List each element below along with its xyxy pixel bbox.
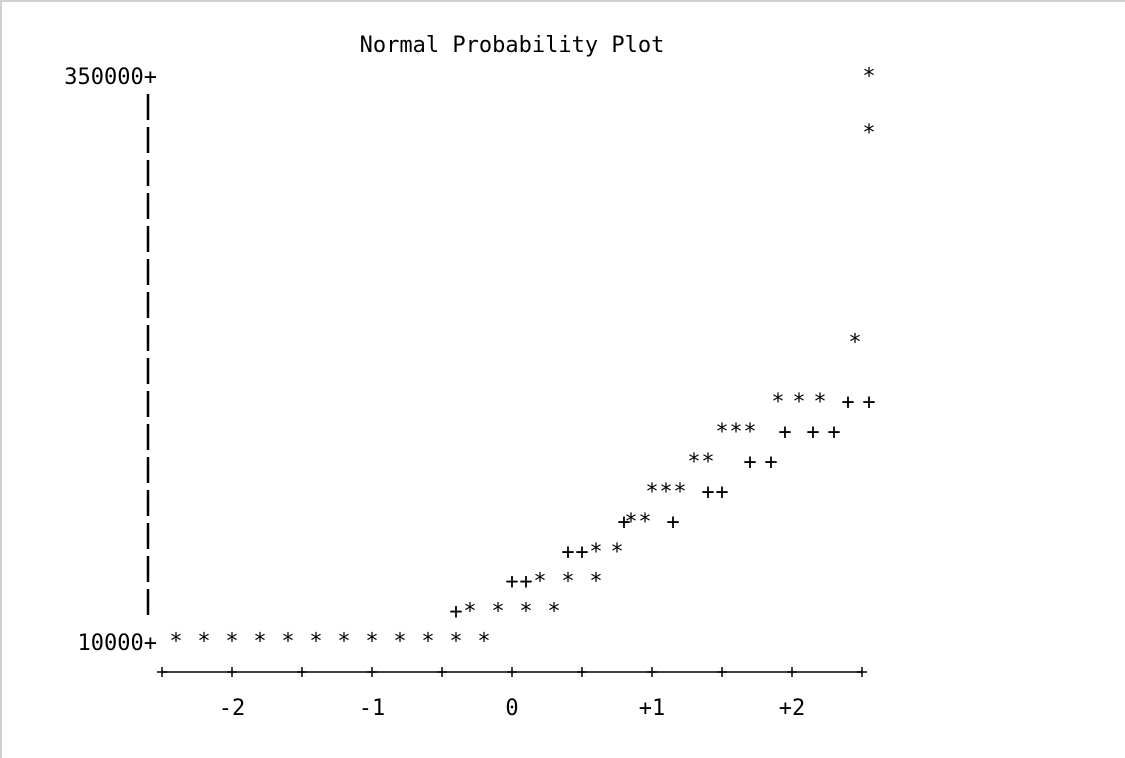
- data-point-star: *: [862, 121, 875, 146]
- data-point-star: *: [365, 630, 378, 655]
- reference-point-plus: +: [778, 420, 791, 445]
- data-point-star: *: [589, 540, 602, 565]
- reference-point-plus: +: [862, 390, 875, 415]
- data-point-star: *: [337, 630, 350, 655]
- reference-point-plus: +: [764, 450, 777, 475]
- data-point-star: *: [169, 630, 182, 655]
- data-point-star: *: [533, 570, 546, 595]
- reference-point-plus: +: [449, 600, 462, 625]
- data-point-star: *: [463, 600, 476, 625]
- data-point-star: *: [701, 450, 714, 475]
- reference-point-plus: +: [715, 480, 728, 505]
- reference-point-plus: +: [666, 510, 679, 535]
- reference-point-plus: +: [561, 540, 574, 565]
- data-point-star: *: [253, 630, 266, 655]
- data-point-star: *: [848, 330, 861, 355]
- chart-title: Normal Probability Plot: [360, 33, 665, 58]
- data-point-star: *: [862, 65, 875, 90]
- data-point-star: *: [197, 630, 210, 655]
- data-point-star: *: [638, 510, 651, 535]
- x-tick-label: -1: [359, 696, 386, 721]
- data-point-star: *: [743, 420, 756, 445]
- y-tick-label-bottom: 10000+: [78, 631, 157, 656]
- data-point-star: *: [491, 600, 504, 625]
- x-tick-label: +2: [779, 696, 806, 721]
- data-point-star: *: [547, 600, 560, 625]
- reference-point-plus: +: [743, 450, 756, 475]
- data-point-star: *: [729, 420, 742, 445]
- data-point-star: *: [715, 420, 728, 445]
- reference-point-plus: +: [827, 420, 840, 445]
- data-point-star: *: [477, 630, 490, 655]
- x-tick-label: +1: [639, 696, 666, 721]
- data-point-star: *: [561, 570, 574, 595]
- data-point-star: *: [673, 480, 686, 505]
- data-point-star: *: [792, 390, 805, 415]
- data-point-star: *: [687, 450, 700, 475]
- data-points: * * * * * * * * * * * ** * * ** * ** ** ** * ** ** * ** * ****++ +…: [169, 65, 875, 655]
- data-point-star: *: [645, 480, 658, 505]
- data-point-star: *: [771, 390, 784, 415]
- x-tick-labels: -2 -1 0 +1 +2: [219, 696, 806, 721]
- x-tick-label: 0: [505, 696, 518, 721]
- reference-point-plus: +: [505, 570, 518, 595]
- data-point-star: *: [225, 630, 238, 655]
- reference-point-plus: +: [519, 570, 532, 595]
- x-tick-label: -2: [219, 696, 246, 721]
- reference-point-plus: +: [617, 510, 630, 535]
- data-point-star: *: [610, 540, 623, 565]
- data-point-star: *: [589, 570, 602, 595]
- reference-point-plus: +: [701, 480, 714, 505]
- data-point-star: *: [281, 630, 294, 655]
- data-point-star: *: [309, 630, 322, 655]
- data-point-star: *: [393, 630, 406, 655]
- data-point-star: *: [519, 600, 532, 625]
- data-point-star: *: [624, 510, 637, 535]
- x-axis: [157, 667, 867, 677]
- data-point-star: *: [813, 390, 826, 415]
- data-point-star: *: [449, 630, 462, 655]
- data-point-star: *: [659, 480, 672, 505]
- data-point-star: *: [421, 630, 434, 655]
- reference-point-plus: +: [575, 540, 588, 565]
- reference-point-plus: +: [841, 390, 854, 415]
- y-tick-label-top: 350000+: [64, 65, 157, 90]
- reference-point-plus: +: [806, 420, 819, 445]
